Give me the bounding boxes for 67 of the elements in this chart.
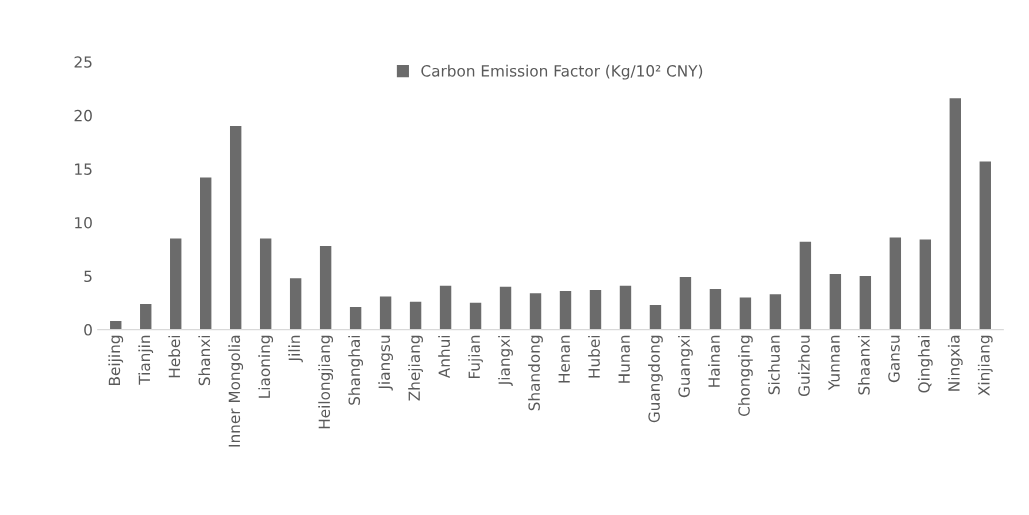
- bar: [739, 297, 752, 330]
- x-tick-label: Jiangsu: [378, 335, 393, 391]
- x-tick-label: Heilongjiang: [318, 335, 334, 429]
- bar: [829, 273, 842, 330]
- x-tick-label: Tianjin: [138, 335, 154, 385]
- x-tick-label: Shaanxi: [857, 335, 870, 395]
- y-tick-label: 5: [84, 270, 92, 283]
- x-tick-label: Jiangxi: [498, 335, 513, 387]
- x-tick-label: Fujian: [468, 335, 483, 379]
- bar: [619, 285, 632, 330]
- bar: [110, 321, 122, 330]
- x-tick-label: Henan: [558, 335, 570, 383]
- bar: [529, 293, 542, 330]
- bar: [559, 291, 572, 330]
- bar: [919, 239, 932, 330]
- y-tick-label: 20: [74, 109, 92, 122]
- bar: [469, 302, 482, 330]
- bar: [229, 126, 242, 330]
- x-tick-label: Shandong: [528, 335, 543, 411]
- legend-label: Carbon Emission Factor (Kg/10² CNY): [421, 64, 703, 80]
- x-tick-label: Hunan: [618, 335, 630, 383]
- bar: [289, 278, 302, 330]
- bar: [769, 294, 782, 330]
- y-tick-label: 25: [74, 56, 92, 68]
- x-tick-label: Hebei: [168, 335, 181, 378]
- x-tick-label: Jilin: [288, 335, 303, 363]
- x-tick-label: Anhui: [438, 335, 450, 379]
- x-tick-label: Chongqing: [738, 335, 753, 417]
- bar: [679, 277, 692, 330]
- bar: [200, 177, 212, 330]
- bar: [589, 289, 602, 330]
- bar: [170, 238, 182, 330]
- x-tick-label: Xinjiang: [977, 335, 993, 396]
- bar: [859, 276, 872, 330]
- x-tick-label: Guizhou: [797, 335, 810, 397]
- bar: [319, 246, 332, 330]
- y-tick-label: 10: [75, 216, 92, 229]
- x-tick-label: Beijing: [108, 335, 124, 385]
- bar: [379, 296, 392, 330]
- bar: [799, 241, 812, 330]
- x-tick-label: Sichuan: [768, 335, 780, 395]
- bar: [499, 286, 512, 330]
- x-tick-label: Liaoning: [258, 335, 274, 398]
- bar: [649, 304, 662, 330]
- y-tick-label: 15: [75, 163, 92, 175]
- bar: [259, 238, 272, 330]
- x-tick-label: Ningxia: [947, 335, 963, 391]
- x-tick-label: Shanghai: [348, 335, 364, 405]
- x-tick-label: Gansu: [888, 335, 900, 383]
- bar: [949, 98, 961, 330]
- bar: [979, 161, 991, 330]
- y-tick-label: 0: [84, 324, 92, 336]
- bar: [349, 307, 362, 330]
- x-tick-label: Zhejiang: [408, 335, 423, 401]
- bar: [409, 301, 422, 330]
- x-tick-label: Shanxi: [198, 335, 211, 386]
- x-tick-label: Hubei: [588, 335, 600, 378]
- x-tick-label: Guangdong: [648, 335, 663, 423]
- x-tick-label: Inner Mongolia: [228, 335, 244, 447]
- bar: [889, 237, 902, 330]
- x-tick-label: Guangxi: [678, 335, 693, 398]
- x-tick-label: Hainan: [708, 335, 720, 387]
- bar: [140, 303, 152, 330]
- x-tick-label: Yunnan: [828, 335, 840, 391]
- bar: [709, 288, 722, 330]
- x-tick-label: Qinghai: [917, 335, 933, 393]
- bar: [439, 285, 452, 330]
